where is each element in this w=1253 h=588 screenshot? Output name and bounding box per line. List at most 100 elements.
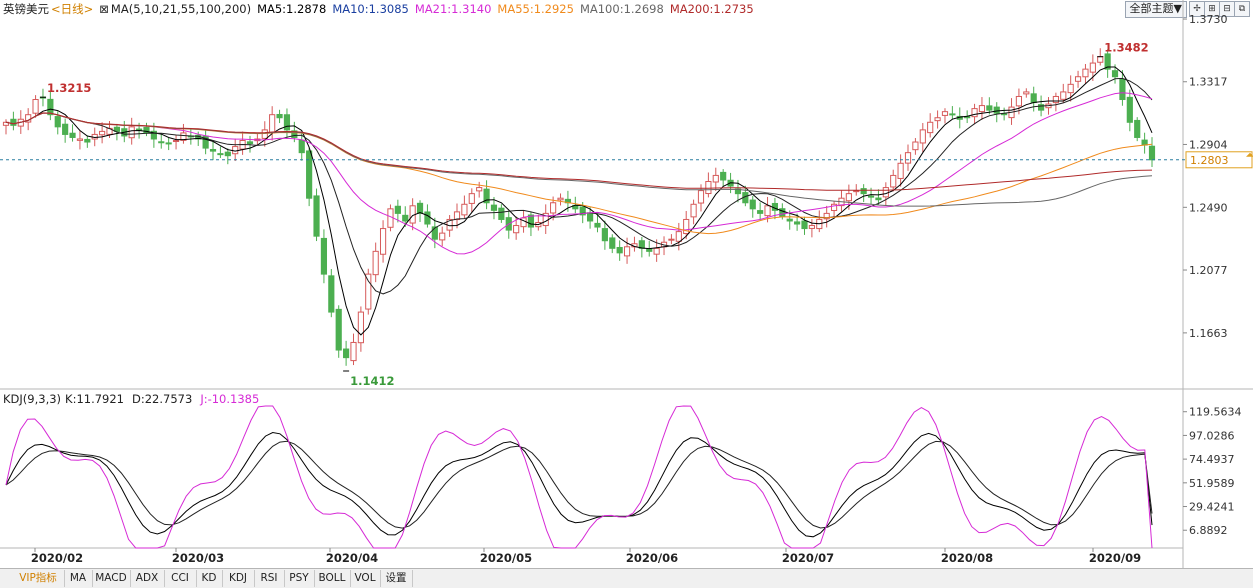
candle[interactable] [853,190,860,193]
candle[interactable] [483,188,490,204]
candle[interactable] [2,121,10,126]
candle[interactable] [468,193,475,204]
candle[interactable] [1023,91,1030,95]
candle[interactable] [379,228,387,255]
candle[interactable] [232,146,239,155]
candle[interactable] [402,214,409,222]
candle[interactable] [705,181,712,195]
candle[interactable] [335,308,342,351]
candle[interactable] [158,141,165,144]
candle[interactable] [912,141,919,151]
candle[interactable] [646,248,653,252]
candle[interactable] [1148,145,1156,161]
candle[interactable] [1082,68,1089,78]
candle[interactable] [675,231,682,242]
candle[interactable] [1060,91,1067,100]
candle[interactable] [801,220,808,230]
kdj-setting[interactable]: KDJ(9,3,3) [3,392,62,406]
candle[interactable] [1015,95,1023,107]
ma-settings-icon[interactable]: ⊠ [99,2,109,16]
candle[interactable] [291,130,298,138]
candle[interactable] [949,113,956,116]
candle[interactable] [1126,96,1133,123]
candle[interactable] [609,237,616,249]
candle[interactable] [283,114,291,131]
candle[interactable] [135,128,143,131]
theme-dropdown[interactable]: 全部主题▼ [1124,1,1187,18]
candle[interactable] [476,187,483,192]
candle[interactable] [180,132,187,141]
candle[interactable] [971,108,978,118]
tab-vip[interactable]: VIP指标 [12,570,65,587]
candle[interactable] [1119,78,1126,101]
candle[interactable] [372,250,379,276]
candle[interactable] [461,203,468,216]
candle[interactable] [993,106,1000,114]
candle[interactable] [875,197,882,201]
candle[interactable] [941,111,949,116]
candle[interactable] [587,212,594,222]
tab-设置[interactable]: 设置 [380,570,413,587]
candle[interactable] [224,151,231,157]
candle[interactable] [424,211,431,225]
candle[interactable] [601,228,608,242]
candle[interactable] [172,140,180,143]
candle[interactable] [269,114,276,134]
candle[interactable] [690,203,697,218]
candle[interactable] [867,195,875,198]
candle[interactable] [860,188,867,195]
candle[interactable] [439,232,446,241]
tab-kdj[interactable]: KDJ [222,570,255,587]
candle[interactable] [453,211,461,221]
candle[interactable] [261,129,268,139]
candle[interactable] [350,341,357,362]
candle[interactable] [343,348,350,359]
candle[interactable] [668,238,675,241]
candle[interactable] [653,247,660,255]
candle[interactable] [1030,93,1037,104]
candle[interactable] [165,142,172,145]
tab-rsi[interactable]: RSI [254,570,285,587]
candle[interactable] [357,311,364,344]
candle[interactable] [557,197,564,201]
candle[interactable] [313,195,320,237]
candle[interactable] [76,138,84,141]
candle[interactable] [845,193,852,202]
candle[interactable] [749,199,756,210]
period-label[interactable]: <日线> [51,2,94,16]
candle[interactable] [513,225,520,234]
candle[interactable] [550,202,557,214]
candle[interactable] [1089,62,1096,73]
candle[interactable] [927,121,934,134]
candle[interactable] [394,205,401,214]
candle[interactable] [934,117,941,122]
candle[interactable] [217,153,224,156]
candle[interactable] [84,138,91,143]
candle[interactable] [720,171,727,181]
restore-icon[interactable]: ⧉ [1234,1,1250,17]
candle[interactable] [10,118,17,126]
candle[interactable] [1074,76,1082,82]
candle[interactable] [527,214,535,228]
ma-setting-label[interactable]: MA(5,10,21,55,100,200) [110,2,252,16]
candle[interactable] [99,130,106,136]
candle[interactable] [919,129,926,144]
candle[interactable] [623,246,631,257]
candle[interactable] [298,139,305,154]
candle[interactable] [808,225,815,229]
candle[interactable] [32,99,39,114]
candle[interactable] [579,206,586,216]
candle[interactable] [1134,119,1141,138]
candle[interactable] [246,141,254,145]
candle[interactable] [1052,95,1059,104]
candle[interactable] [1097,56,1104,63]
tab-psy[interactable]: PSY [284,570,315,587]
candle[interactable] [594,222,601,228]
candle[interactable] [416,202,424,214]
candle[interactable] [786,218,793,222]
candle[interactable] [520,217,527,228]
candle[interactable] [62,123,69,135]
candle[interactable] [365,273,372,310]
candle[interactable] [306,150,313,199]
candle[interactable] [978,105,986,113]
